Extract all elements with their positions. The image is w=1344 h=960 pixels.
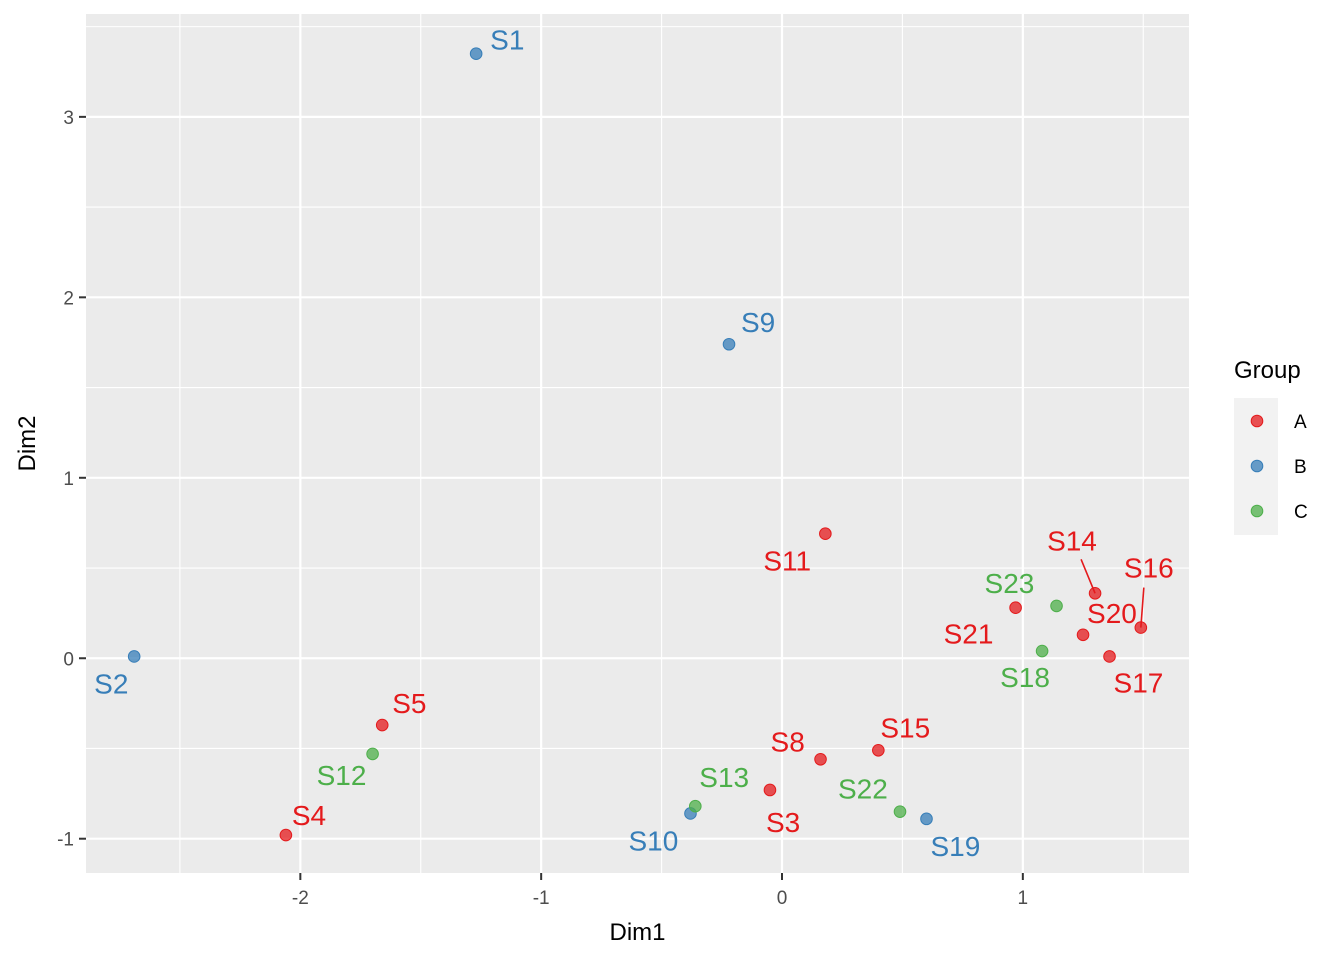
- point-label-s3: S3: [766, 807, 800, 838]
- point-s19: [920, 812, 933, 826]
- point-s23: [1050, 599, 1063, 613]
- x-axis-title: Dim1: [609, 919, 665, 946]
- point-label-s20: S20: [1087, 598, 1137, 629]
- point-s18: [1035, 644, 1049, 658]
- legend-key-a: [1250, 414, 1264, 428]
- point-s2: [127, 650, 141, 663]
- plot-panel: [86, 14, 1189, 873]
- point-label-s9: S9: [741, 307, 775, 338]
- y-axis-title: Dim2: [14, 415, 41, 471]
- point-s17: [1103, 650, 1116, 663]
- point-s1: [469, 47, 483, 61]
- x-tick-label: 1: [1018, 888, 1029, 909]
- x-tick-label: -1: [533, 888, 550, 909]
- legend-label-c: C: [1294, 502, 1308, 523]
- point-label-s10: S10: [628, 825, 678, 856]
- point-label-s21: S21: [944, 619, 994, 650]
- point-s20: [1076, 628, 1090, 642]
- major-gridlines: [86, 14, 1189, 873]
- point-s9: [722, 337, 736, 351]
- point-label-s8: S8: [771, 726, 805, 757]
- data-points: [127, 47, 1148, 842]
- y-tick-label: -1: [57, 830, 74, 851]
- y-tick-label: 1: [63, 469, 74, 490]
- point-s8: [814, 753, 827, 766]
- point-s4: [279, 828, 293, 842]
- point-s3: [763, 783, 777, 797]
- point-label-s17: S17: [1114, 667, 1164, 698]
- legend-label-a: A: [1294, 412, 1307, 433]
- point-s12: [366, 747, 379, 761]
- point-label-s22: S22: [838, 774, 888, 805]
- point-label-s13: S13: [699, 762, 749, 793]
- point-label-s5: S5: [392, 688, 426, 719]
- point-s5: [375, 718, 389, 732]
- y-tick-label: 3: [63, 108, 74, 129]
- point-labels: S1 S2 S3 S4 S5 S8 S9 S10 S11 S12 S13 S14 S15 S16 S17 S1…: [94, 25, 1173, 862]
- point-label-s1: S1: [490, 25, 524, 56]
- legend-key-b: [1250, 459, 1264, 473]
- minor-gridlines: [86, 14, 1189, 873]
- y-tick-label: 2: [63, 288, 74, 309]
- point-label-s2: S2: [94, 668, 128, 699]
- legend-key-c: [1250, 504, 1264, 518]
- point-s21: [1009, 601, 1022, 615]
- y-tick-label: 0: [63, 649, 74, 670]
- x-tick-label: -2: [292, 888, 309, 909]
- point-label-s4: S4: [292, 800, 326, 831]
- point-s13: [688, 799, 702, 813]
- point-label-s14: S14: [1047, 525, 1097, 556]
- point-s11: [819, 527, 832, 541]
- legend: Group A B C: [1234, 357, 1308, 535]
- point-label-s23: S23: [985, 568, 1035, 599]
- legend-title: Group: [1234, 357, 1301, 384]
- point-label-s12: S12: [317, 760, 367, 791]
- point-s16: [1134, 621, 1148, 634]
- point-s15: [872, 743, 885, 757]
- point-label-s16: S16: [1124, 553, 1174, 584]
- connector-s16: [1140, 587, 1145, 628]
- point-label-s11: S11: [763, 546, 811, 577]
- legend-label-b: B: [1294, 457, 1307, 478]
- point-label-s18: S18: [1000, 662, 1050, 693]
- x-tick-label: 0: [777, 888, 788, 909]
- point-label-s19: S19: [930, 831, 980, 862]
- axis-ticks: -2 -1 0 1 -1 0 1 2 3: [57, 108, 1028, 909]
- point-s14: [1088, 586, 1102, 600]
- point-label-s15: S15: [880, 712, 930, 743]
- point-s22: [893, 805, 907, 818]
